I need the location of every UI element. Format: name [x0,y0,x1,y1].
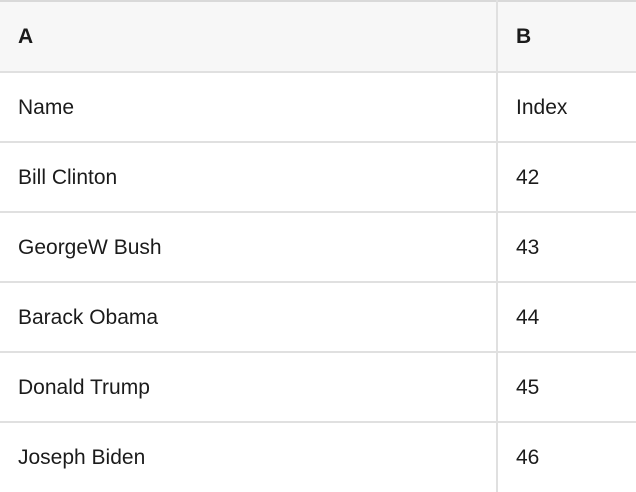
column-header-row: A B [0,1,636,73]
cell-name[interactable]: GeorgeW Bush [0,212,498,283]
table-row: Name Index [0,72,636,143]
cell-index-header[interactable]: Index [497,72,636,143]
cell-name[interactable]: Barack Obama [0,282,498,353]
cell-index[interactable]: 44 [497,282,636,353]
table-row: Bill Clinton 42 [0,142,636,213]
cell-index[interactable]: 45 [497,352,636,423]
column-header-a[interactable]: A [0,1,498,73]
cell-name[interactable]: Donald Trump [0,352,498,423]
table-row: GeorgeW Bush 43 [0,212,636,283]
cell-name[interactable]: Bill Clinton [0,142,498,213]
cell-name-header[interactable]: Name [0,72,498,143]
table-row: Barack Obama 44 [0,282,636,353]
table-row: Joseph Biden 46 [0,422,636,492]
cell-name[interactable]: Joseph Biden [0,422,498,492]
cell-index[interactable]: 46 [516,446,540,469]
table-row: Donald Trump 45 [0,352,636,423]
column-header-b[interactable]: B [497,1,636,73]
cell-index[interactable]: 42 [497,142,636,213]
cell-index[interactable]: 43 [497,212,636,283]
